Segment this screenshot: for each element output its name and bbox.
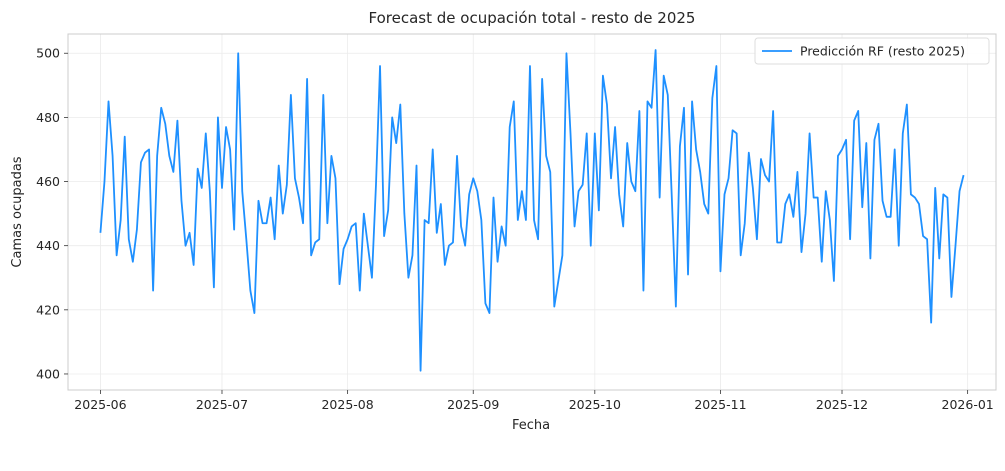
y-tick-label: 420 [36, 302, 60, 317]
y-axis-label: Camas ocupadas [10, 156, 25, 267]
plot-border [67, 33, 997, 391]
series-line [99, 49, 965, 372]
y-axis-ticks: 400 420 440 460 480 500 [36, 46, 68, 381]
x-tick-label: 2025-12 [816, 397, 868, 412]
y-tick-label: 400 [36, 366, 60, 381]
x-tick-label: 2025-08 [321, 397, 373, 412]
x-axis-label: Fecha [512, 418, 550, 433]
plot-area [68, 34, 996, 390]
x-tick-label: 2026-01 [942, 397, 994, 412]
legend-box [754, 37, 990, 65]
x-tick-label: 2025-11 [694, 397, 746, 412]
legend: Predicción RF (resto 2025) [754, 37, 990, 65]
legend-label: Predicción RF (resto 2025) [800, 44, 965, 59]
y-tick-label: 500 [36, 46, 60, 61]
y-tick-label: 460 [36, 174, 60, 189]
chart-title: Forecast de ocupación total - resto de 2… [369, 9, 696, 27]
axes-frame [67, 33, 997, 391]
series-layer [99, 49, 965, 372]
x-tick-label: 2025-09 [447, 397, 499, 412]
y-tick-label: 480 [36, 110, 60, 125]
grid-lines [68, 34, 996, 390]
x-axis-ticks: 2025-06 2025-07 2025-08 2025-09 2025-10 2025-… [74, 390, 994, 412]
x-tick-label: 2025-07 [196, 397, 248, 412]
y-tick-label: 440 [36, 238, 60, 253]
x-tick-label: 2025-10 [569, 397, 621, 412]
x-tick-label: 2025-06 [74, 397, 126, 412]
